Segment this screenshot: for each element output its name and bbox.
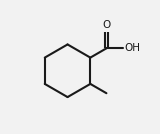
Text: OH: OH — [124, 43, 140, 53]
Text: O: O — [102, 20, 111, 30]
